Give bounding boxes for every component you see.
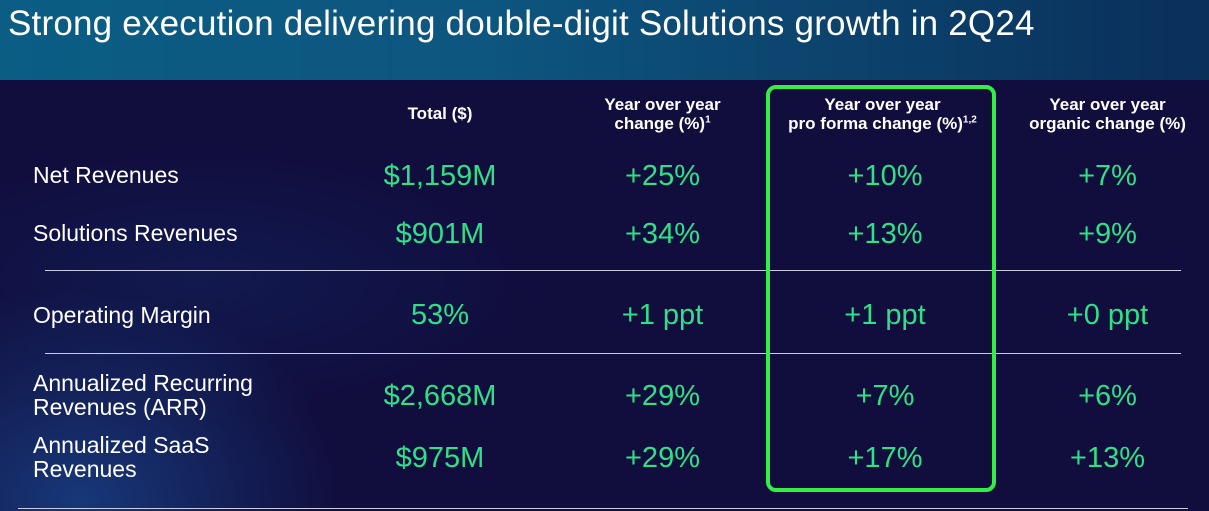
value-total: 53% bbox=[410, 299, 470, 331]
row-divider bbox=[45, 353, 1181, 354]
value-yoy: +1 ppt bbox=[621, 299, 704, 331]
header-total-label: Total ($) bbox=[407, 104, 473, 123]
row-label-solutions-revenues: Solutions Revenues bbox=[33, 220, 238, 246]
row-label-arr: Annualized Recurring Revenues (ARR) bbox=[33, 371, 253, 419]
row-label-line2: Revenues bbox=[33, 456, 137, 482]
value-yoy: +25% bbox=[625, 160, 700, 192]
value-total: $901M bbox=[395, 218, 485, 250]
row-label-net-revenues: Net Revenues bbox=[33, 162, 179, 188]
value-total: $1,159M bbox=[383, 160, 497, 192]
row-label-line1: Annualized SaaS bbox=[33, 432, 210, 458]
row-label-line1: Annualized Recurring bbox=[33, 370, 253, 396]
row-label-saas: Annualized SaaS Revenues bbox=[33, 433, 209, 481]
value-organic: +13% bbox=[1070, 442, 1145, 474]
value-organic: +6% bbox=[1078, 380, 1137, 412]
header-pro-forma-line2: pro forma change (%)1,2 bbox=[770, 114, 995, 133]
value-total: $2,668M bbox=[383, 380, 497, 412]
footnote-marker: 1 bbox=[705, 114, 711, 126]
pro-forma-highlight-box bbox=[766, 85, 996, 492]
value-pro-forma: +1 ppt bbox=[844, 299, 926, 331]
title-bar: Strong execution delivering double-digit… bbox=[0, 0, 1209, 80]
footnote-marker: 1,2 bbox=[962, 114, 977, 126]
header-pro-forma-text: pro forma change (%) bbox=[788, 114, 963, 133]
header-yoy-line1: Year over year bbox=[604, 95, 721, 114]
value-total: $975M bbox=[395, 442, 485, 474]
row-label-line2: Revenues (ARR) bbox=[33, 394, 207, 420]
header-organic: Year over year organic change (%) bbox=[1010, 95, 1205, 133]
value-pro-forma: +7% bbox=[855, 380, 915, 412]
value-yoy: +29% bbox=[625, 380, 700, 412]
value-yoy: +34% bbox=[625, 218, 700, 250]
page-title: Strong execution delivering double-digit… bbox=[8, 4, 1035, 43]
value-pro-forma: +10% bbox=[847, 160, 923, 192]
row-divider bbox=[45, 270, 1181, 271]
value-pro-forma: +17% bbox=[847, 442, 923, 474]
value-organic: +0 ppt bbox=[1066, 299, 1149, 331]
header-total: Total ($) bbox=[345, 104, 535, 123]
table-background bbox=[0, 80, 1209, 511]
header-yoy-line2: change (%)1 bbox=[565, 114, 760, 133]
row-label-operating-margin: Operating Margin bbox=[33, 302, 211, 328]
value-pro-forma: +13% bbox=[847, 218, 923, 250]
header-yoy-text: change (%) bbox=[614, 114, 706, 133]
value-yoy: +29% bbox=[625, 442, 700, 474]
value-organic: +9% bbox=[1078, 218, 1137, 250]
value-organic: +7% bbox=[1078, 160, 1137, 192]
header-organic-line2: organic change (%) bbox=[1029, 114, 1186, 133]
header-pro-forma: Year over year pro forma change (%)1,2 bbox=[770, 95, 995, 133]
header-yoy: Year over year change (%)1 bbox=[565, 95, 760, 133]
bottom-divider bbox=[18, 508, 1188, 509]
header-pro-forma-line1: Year over year bbox=[824, 95, 941, 114]
header-organic-line1: Year over year bbox=[1049, 95, 1166, 114]
